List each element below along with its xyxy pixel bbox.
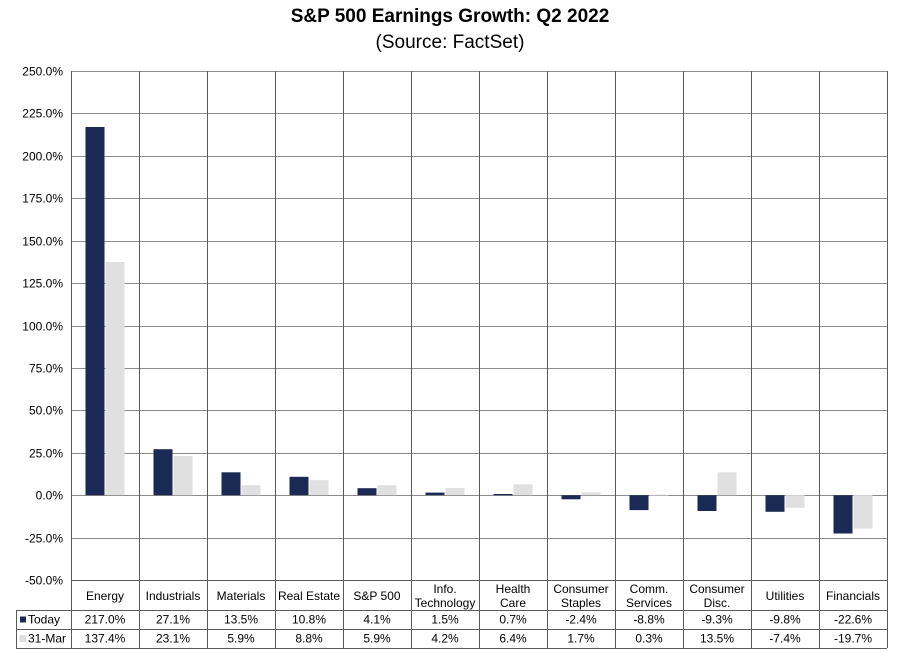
- data-label: 8.8%: [295, 632, 323, 646]
- category-label: Industrials: [146, 589, 201, 603]
- category-label: Services: [626, 596, 672, 610]
- bar-31-mar: [513, 484, 533, 496]
- y-tick-label: -25.0%: [25, 532, 63, 546]
- category-label: Disc.: [704, 596, 731, 610]
- data-label: 0.3%: [635, 632, 663, 646]
- data-label: 137.4%: [85, 632, 126, 646]
- legend-label: Today: [28, 613, 60, 627]
- data-label: 13.5%: [224, 613, 258, 627]
- data-label: -8.8%: [633, 613, 665, 627]
- bar-31-mar: [309, 480, 329, 496]
- legend-key-today: [20, 616, 26, 623]
- data-label: 1.7%: [567, 632, 595, 646]
- data-label: 6.4%: [499, 632, 527, 646]
- data-label: -19.7%: [834, 632, 872, 646]
- category-label: Comm.: [630, 582, 669, 596]
- legend-key-31-mar: [19, 635, 27, 642]
- category-label: Utilities: [766, 589, 805, 603]
- bar-today: [289, 476, 309, 496]
- y-tick-label: 175.0%: [22, 192, 63, 206]
- data-label: 27.1%: [156, 613, 190, 627]
- y-tick-label: -50.0%: [25, 574, 63, 588]
- bar-today: [221, 472, 241, 496]
- category-label: Consumer: [553, 582, 608, 596]
- category-label: Care: [500, 596, 526, 610]
- data-label: 23.1%: [156, 632, 190, 646]
- bar-today: [425, 492, 445, 496]
- bar-31-mar: [717, 472, 737, 496]
- y-tick-label: 125.0%: [22, 277, 63, 291]
- bar-31-mar: [785, 495, 805, 508]
- category-label: Financials: [826, 589, 880, 603]
- bar-today: [833, 495, 853, 534]
- data-label: 5.9%: [363, 632, 391, 646]
- data-label: 10.8%: [292, 613, 326, 627]
- category-label: S&P 500: [353, 589, 400, 603]
- bar-31-mar: [853, 495, 873, 529]
- bar-today: [493, 494, 513, 496]
- bar-today: [697, 495, 717, 511]
- bar-31-mar: [105, 262, 125, 496]
- y-tick-label: 225.0%: [22, 107, 63, 121]
- data-label: 5.9%: [227, 632, 255, 646]
- data-label: 4.1%: [363, 613, 391, 627]
- bar-today: [629, 495, 649, 511]
- category-label: Energy: [86, 589, 124, 603]
- y-tick-label: 250.0%: [22, 65, 63, 79]
- bar-today: [85, 127, 105, 496]
- category-label: Technology: [415, 596, 476, 610]
- y-tick-label: 25.0%: [29, 447, 63, 461]
- data-label: 0.7%: [499, 613, 527, 627]
- data-label: -9.8%: [769, 613, 801, 627]
- data-label: 1.5%: [431, 613, 459, 627]
- category-label: Health: [496, 582, 531, 596]
- bar-today: [765, 495, 785, 512]
- y-tick-label: 50.0%: [29, 404, 63, 418]
- category-label: Staples: [561, 596, 601, 610]
- category-label: Consumer: [689, 582, 744, 596]
- data-label: -22.6%: [834, 613, 872, 627]
- bar-31-mar: [445, 488, 465, 496]
- legend-label: 31-Mar: [28, 632, 66, 646]
- bar-31-mar: [173, 456, 193, 496]
- y-tick-label: 100.0%: [22, 320, 63, 334]
- bar-31-mar: [377, 485, 397, 496]
- data-label: 4.2%: [431, 632, 459, 646]
- bar-today: [153, 449, 173, 496]
- bar-today: [561, 495, 581, 500]
- y-tick-label: 0.0%: [36, 489, 64, 503]
- chart-subtitle: (Source: FactSet): [375, 32, 525, 53]
- data-label: -9.3%: [701, 613, 733, 627]
- data-label: 13.5%: [700, 632, 734, 646]
- data-label: -2.4%: [565, 613, 597, 627]
- bar-31-mar: [581, 492, 601, 496]
- data-label: -7.4%: [769, 632, 801, 646]
- category-label: Info.: [433, 582, 456, 596]
- category-label: Materials: [217, 589, 266, 603]
- bar-today: [357, 488, 377, 496]
- category-label: Real Estate: [278, 589, 340, 603]
- chart-title: S&P 500 Earnings Growth: Q2 2022: [290, 6, 610, 27]
- y-tick-label: 150.0%: [22, 235, 63, 249]
- bar-31-mar: [649, 494, 669, 496]
- y-tick-label: 75.0%: [29, 362, 63, 376]
- data-label: 217.0%: [85, 613, 126, 627]
- bar-31-mar: [241, 485, 261, 496]
- y-tick-label: 200.0%: [22, 150, 63, 164]
